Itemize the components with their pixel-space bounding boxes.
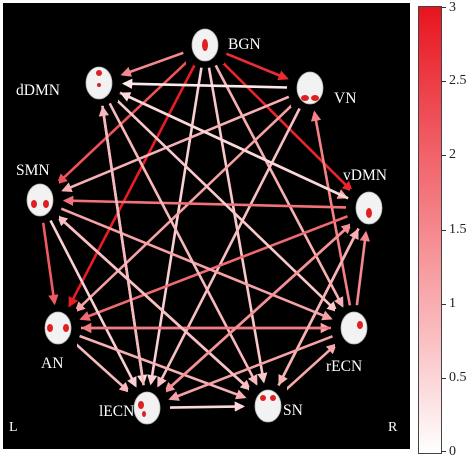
colorbar-tick <box>441 81 446 83</box>
edge-vdmn-to-ddmn <box>119 92 349 200</box>
right-hemisphere-label: R <box>388 420 398 435</box>
colorbar-tick <box>441 155 446 157</box>
edge-recn-to-lecn <box>168 335 333 401</box>
colorbar-tick-label: 2 <box>449 147 456 163</box>
edge-vn-to-smn <box>61 95 290 193</box>
edge-ddmn-to-recn <box>114 97 338 313</box>
edge-bgn-to-an <box>68 64 196 308</box>
colorbar-tick-label: 2.5 <box>449 73 467 89</box>
node-smn-brain-icon <box>21 181 59 219</box>
edge-bgn-to-recn <box>214 64 344 308</box>
edge-lecn-to-sn <box>169 401 246 412</box>
edge-sn-to-smn <box>56 215 252 392</box>
edge-lecn-to-vdmn <box>163 223 352 394</box>
node-sn-brain-icon <box>249 387 287 425</box>
node-label-bgn: BGN <box>228 36 261 53</box>
node-label-recn: rECN <box>326 358 363 375</box>
colorbar-tick <box>441 7 446 8</box>
node-label-vn: VN <box>334 90 357 107</box>
colorbar-tick <box>441 229 446 231</box>
colorbar-tick-label: 1.5 <box>449 221 467 237</box>
edge-vn-to-ddmn <box>121 78 288 89</box>
colorbar-tick <box>441 303 446 305</box>
node-label-vdmn: vDMN <box>343 167 387 184</box>
edge-recn-to-vdmn <box>355 230 371 306</box>
edge-an-to-sn <box>79 334 247 400</box>
node-label-ddmn: dDMN <box>16 82 60 99</box>
node-vdmn-brain-icon <box>350 189 388 227</box>
edge-an-to-lecn <box>74 342 130 393</box>
edge-vdmn-to-smn <box>62 195 347 209</box>
node-recn-brain-icon <box>335 309 373 347</box>
edge-smn-to-an <box>41 222 59 306</box>
network-graph <box>21 26 388 427</box>
network-panel: BGN VN vDMN rECN SN lECN AN SMN dDMN L R <box>3 3 410 449</box>
edge-bgn-to-sn <box>207 67 268 384</box>
colorbar-tick-label: 0.5 <box>449 369 467 385</box>
edge-bgn-to-ddmn <box>120 51 184 77</box>
edge-bgn-to-vdmn <box>220 60 353 192</box>
left-hemisphere-label: L <box>9 420 18 435</box>
edge-bgn-to-vn <box>225 52 289 81</box>
edge-vn-to-lecn <box>157 107 301 388</box>
edge-sn-to-recn <box>284 343 338 392</box>
edge-smn-to-lecn <box>49 219 137 388</box>
node-label-sn: SN <box>283 402 303 419</box>
colorbar-tick-label: 3 <box>449 0 456 15</box>
colorbar-tick-label: 0 <box>449 444 456 459</box>
colorbar-tick <box>441 451 446 452</box>
edge-bgn-to-lecn <box>147 67 203 386</box>
node-label-lecn: lECN <box>99 403 135 420</box>
node-lecn-brain-icon <box>128 389 166 427</box>
edge-smn-to-recn <box>60 207 333 321</box>
node-ddmn-brain-icon <box>80 64 118 102</box>
edge-ddmn-to-sn <box>108 102 258 386</box>
edge-vn-to-an <box>74 102 295 313</box>
edge-recn-to-vn <box>310 110 352 306</box>
node-bgn-brain-icon <box>186 26 224 64</box>
colorbar-tick-label: 1 <box>449 295 456 311</box>
colorbar-tick <box>441 377 446 379</box>
edge-lecn-to-ddmn <box>98 105 145 386</box>
edge-bgn-to-smn <box>56 59 190 185</box>
node-an-brain-icon <box>39 309 77 347</box>
node-label-smn: SMN <box>16 162 50 179</box>
node-vn-brain-icon <box>291 69 329 107</box>
edge-sn-to-vdmn <box>277 228 359 387</box>
node-label-an: AN <box>41 355 64 372</box>
edge-vdmn-to-an <box>79 215 348 321</box>
colorbar <box>418 6 442 454</box>
